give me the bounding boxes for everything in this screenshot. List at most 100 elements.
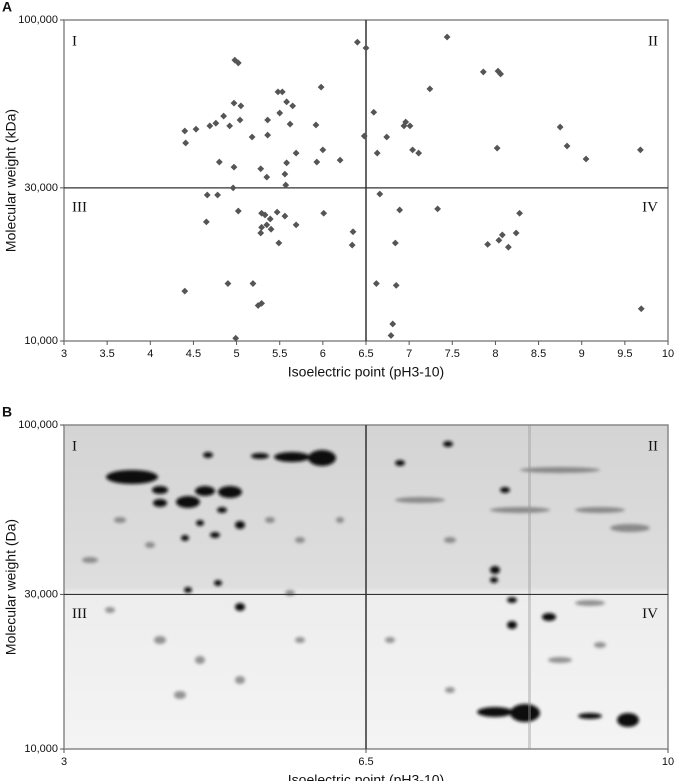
data-point <box>181 287 189 295</box>
data-point <box>281 170 289 178</box>
data-point <box>504 243 512 251</box>
data-point <box>220 112 228 120</box>
data-point <box>230 99 238 107</box>
y-axis-title: Molecular weight (kDa) <box>3 109 19 252</box>
data-point <box>276 109 284 117</box>
data-point <box>283 98 291 106</box>
y-tick-label: 100,000 <box>18 419 58 431</box>
data-point <box>203 191 211 199</box>
y-tick-label: 10,000 <box>24 743 58 755</box>
x-tick-label: 8.5 <box>531 348 546 360</box>
data-point <box>319 146 327 154</box>
x-tick-label: 5.5 <box>272 348 287 360</box>
x-tick-label: 4 <box>147 348 153 360</box>
data-point <box>495 236 503 244</box>
data-point <box>215 158 223 166</box>
data-point <box>353 38 361 46</box>
data-point <box>257 165 265 173</box>
data-point <box>409 146 416 154</box>
data-point <box>273 208 281 216</box>
data-point <box>516 209 523 217</box>
data-point <box>512 229 520 237</box>
data-point <box>563 142 571 150</box>
x-axis-title: Isoelectric point (pH3-10) <box>288 364 444 380</box>
data-point <box>202 218 210 226</box>
x-tick-label: 10 <box>662 348 674 360</box>
y-tick-label: 30,000 <box>24 588 58 600</box>
x-tick-label: 3.5 <box>99 348 114 360</box>
x-tick-label: 9 <box>579 348 585 360</box>
data-point <box>312 121 320 129</box>
data-point <box>263 173 271 181</box>
data-point <box>479 68 487 76</box>
data-point <box>383 133 391 141</box>
quadrant-label: IV <box>642 199 658 215</box>
data-point <box>282 181 290 189</box>
data-point <box>317 83 325 91</box>
data-point <box>264 131 272 139</box>
panel-label: A <box>2 0 12 15</box>
data-point <box>406 122 414 130</box>
data-point <box>484 240 492 248</box>
data-point <box>443 33 451 41</box>
data-point <box>234 207 242 215</box>
data-point <box>182 139 190 147</box>
quadrant-label: I <box>72 438 77 454</box>
data-point <box>212 119 220 127</box>
data-point <box>249 280 257 287</box>
y-tick-label: 100,000 <box>18 14 58 26</box>
data-point <box>266 215 274 223</box>
data-point <box>234 59 242 67</box>
data-point <box>248 133 256 141</box>
data-point <box>267 225 275 233</box>
quadrant-label: I <box>72 33 77 49</box>
data-point <box>636 146 644 154</box>
data-point <box>192 125 200 133</box>
x-tick-label: 6.5 <box>358 756 373 768</box>
data-point <box>292 149 300 157</box>
data-point <box>275 239 283 247</box>
data-point <box>292 221 300 229</box>
data-point <box>493 144 501 152</box>
data-point <box>362 44 370 52</box>
data-point <box>556 123 564 131</box>
data-point <box>387 332 395 339</box>
data-point <box>498 231 506 239</box>
x-tick-label: 6.5 <box>358 348 373 360</box>
data-point <box>258 299 265 307</box>
x-tick-label: 5 <box>234 348 240 360</box>
quadrant-label: IV <box>642 606 658 622</box>
data-point <box>349 228 357 236</box>
data-point <box>226 122 234 130</box>
quadrant-label: II <box>648 33 658 49</box>
data-point <box>281 212 289 220</box>
data-point <box>392 282 400 289</box>
x-tick-label: 8 <box>492 348 498 360</box>
data-point <box>582 155 590 163</box>
y-tick-label: 30,000 <box>24 182 58 194</box>
data-point <box>261 211 269 219</box>
data-point <box>232 334 240 342</box>
data-point <box>264 116 272 124</box>
data-point <box>236 116 244 124</box>
data-point <box>494 67 502 75</box>
x-tick-label: 6 <box>320 348 326 360</box>
data-point <box>289 102 297 110</box>
data-point <box>274 88 282 96</box>
data-point <box>283 159 291 167</box>
quadrant-label: III <box>72 199 87 215</box>
x-tick-label: 3 <box>61 756 67 768</box>
y-tick-label: 10,000 <box>24 335 58 347</box>
quadrant-label: II <box>648 438 658 454</box>
data-point <box>348 241 356 249</box>
data-point <box>230 163 238 171</box>
data-point <box>372 280 380 287</box>
data-point <box>214 191 221 199</box>
data-point <box>434 205 442 213</box>
quadrant-label: III <box>72 606 87 622</box>
data-point <box>286 120 294 128</box>
x-tick-label: 7.5 <box>445 348 460 360</box>
data-point <box>278 88 286 96</box>
data-point <box>360 132 368 140</box>
